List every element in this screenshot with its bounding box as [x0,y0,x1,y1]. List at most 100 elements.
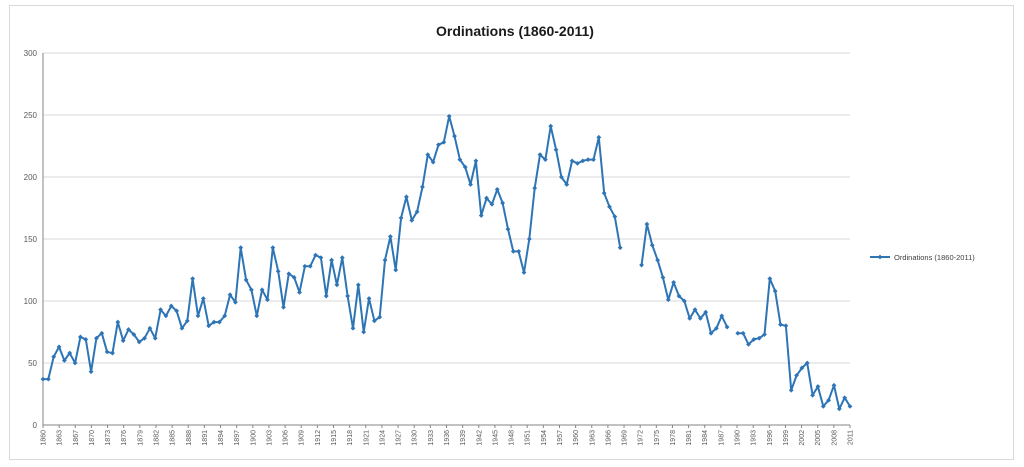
data-point [804,360,810,366]
x-tick-label: 1936 [444,430,451,446]
data-point [115,319,121,325]
x-tick-label: 1882 [153,430,160,446]
data-point [297,289,302,295]
data-point [430,159,436,165]
data-point [612,214,618,220]
y-tick-label: 300 [24,49,38,58]
y-tick-label: 150 [24,235,38,244]
x-tick-label: 1951 [525,430,532,446]
data-point [51,354,57,360]
x-tick-label: 1879 [137,430,144,446]
x-tick-label: 1894 [218,430,225,446]
data-point [361,329,367,335]
x-tick-label: 1969 [622,430,629,446]
data-point [158,307,163,313]
x-tick-label: 1939 [460,430,467,446]
x-tick-label: 2011 [848,430,855,445]
data-point [126,327,131,332]
y-tick-label: 0 [33,421,38,430]
data-point [404,194,409,200]
data-point [441,139,447,145]
x-tick-label: 1921 [363,430,370,446]
data-point [505,226,511,232]
x-tick-label: 1891 [202,430,209,446]
x-tick-label: 1954 [541,430,548,446]
data-point [104,349,110,355]
data-point [232,299,238,305]
x-tick-label: 1996 [767,430,774,446]
series-line [737,277,851,410]
data-point [532,185,538,191]
x-tick-label: 1860 [41,430,48,446]
data-point [238,245,244,251]
data-point [521,270,527,275]
data-point [788,387,794,393]
data-point [842,395,848,401]
data-point [425,152,431,158]
data-point [78,334,83,340]
data-point [420,184,425,190]
data-point [762,332,767,337]
data-point [489,201,495,207]
data-point [206,323,212,329]
data-point [473,158,479,164]
data-point [548,123,554,129]
x-tick-label: 1993 [751,430,758,446]
x-tick-label: 1912 [315,430,322,446]
data-point [724,324,730,330]
x-tick-label: 1924 [379,430,386,446]
data-point [94,335,99,341]
data-point [500,200,506,206]
data-point [339,255,345,261]
data-point [382,257,388,263]
data-point [596,134,602,140]
data-point [494,186,500,192]
data-series [40,113,853,412]
line-chart: Ordinations (1860-2011) 0 50 100 150 200 250 3… [24,23,976,446]
x-tick-label: 1915 [331,430,338,446]
x-tick-label: 1863 [57,430,64,446]
data-point [393,267,399,273]
x-tick-label: 1888 [186,430,193,446]
data-point [569,158,575,164]
data-point [553,147,559,153]
data-point [110,350,115,356]
data-point [45,376,51,382]
data-point [639,262,644,268]
data-point [655,257,661,263]
data-point [510,248,516,254]
data-point [259,287,265,293]
data-point [409,217,415,223]
x-tick-label: 1984 [702,430,709,446]
data-point [227,292,233,298]
x-tick-label: 2002 [799,430,806,446]
legend-marker [877,254,883,260]
data-point [200,296,206,301]
x-tick-label: 1918 [347,430,354,446]
x-tick-label: 1990 [735,430,742,446]
data-point [665,297,671,303]
x-tick-label: 1978 [670,430,677,446]
data-point [184,318,190,324]
data-point [216,319,222,325]
data-point [836,406,842,412]
data-point [281,304,286,310]
x-tick-label: 1873 [105,430,112,446]
data-point [681,298,687,304]
x-tick-label: 1957 [557,430,564,446]
chart-title: Ordinations (1860-2011) [436,23,594,39]
data-point [323,293,329,299]
y-tick-label: 50 [28,359,37,368]
data-point [329,257,335,263]
data-point [462,164,468,170]
x-tick-label: 1942 [476,430,483,446]
data-point [270,245,276,251]
x-tick-label: 1867 [73,430,80,446]
data-point [387,234,393,239]
data-point [591,157,596,163]
axes: 0 50 100 150 200 250 300 1860 1863 1867 1870 1873 18… [24,49,855,446]
data-point [446,113,452,119]
x-tick-label: 1930 [412,430,419,446]
data-point [350,325,356,331]
data-point [617,245,623,251]
